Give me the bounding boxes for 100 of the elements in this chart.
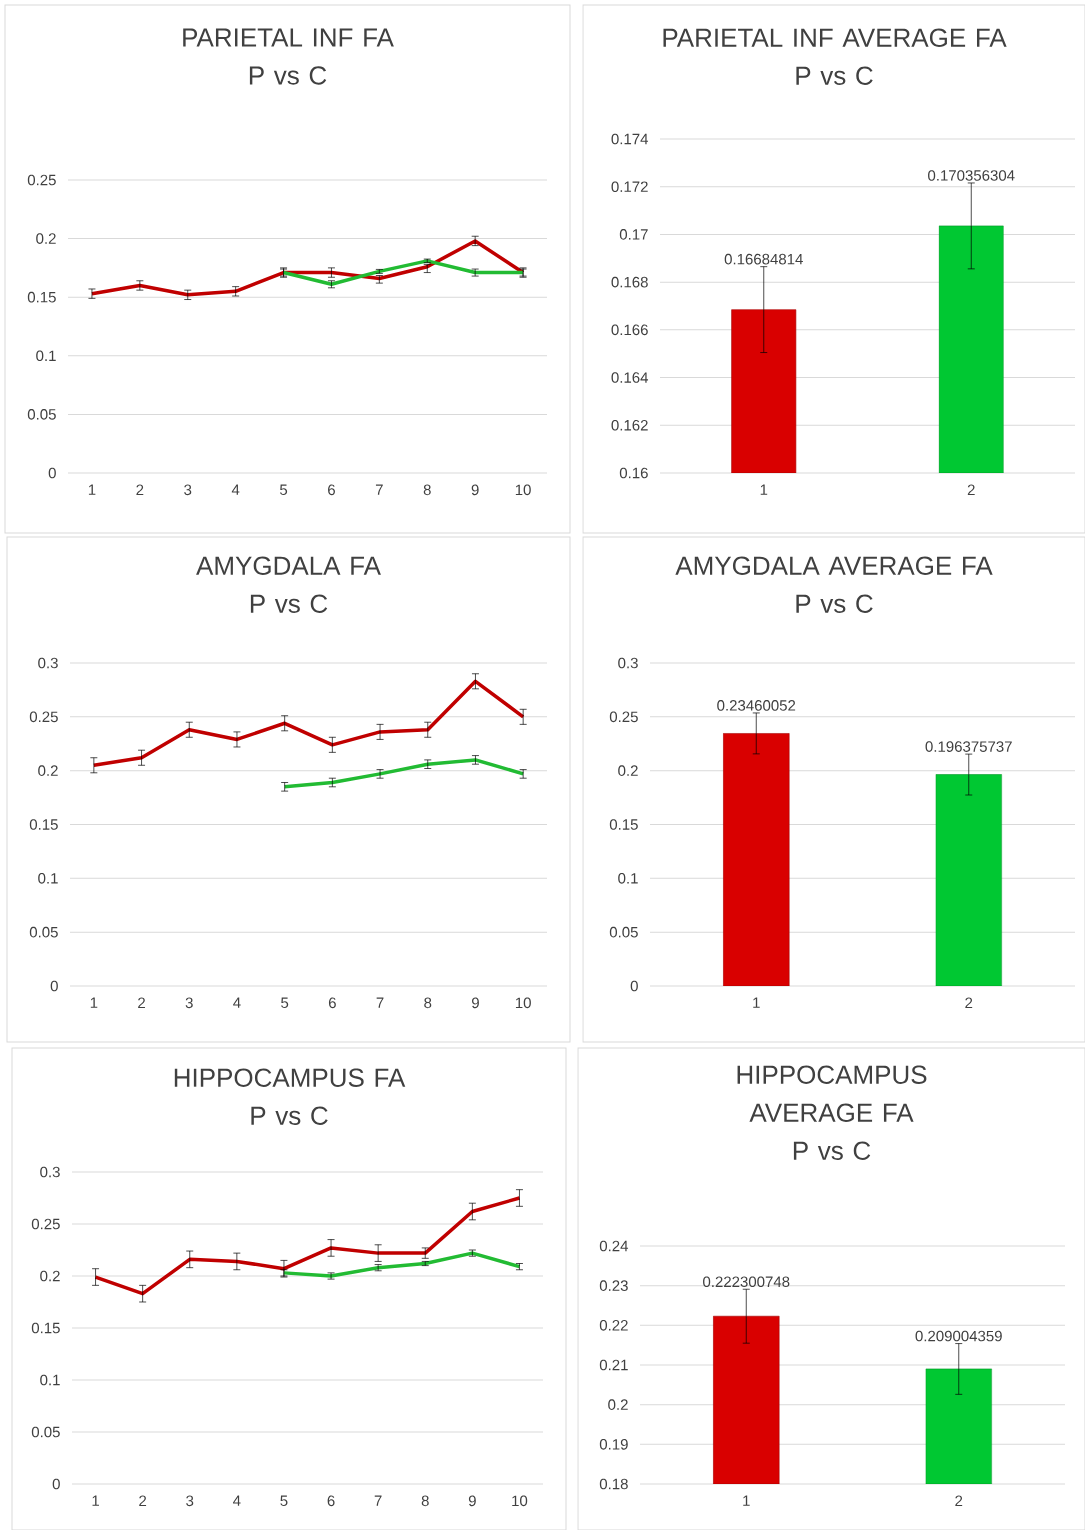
x-tick-label: 7 — [375, 484, 383, 495]
chart-title: PARIETAL INF FA — [183, 28, 394, 47]
chart-title: PARIETAL INF AVERAGE FA — [663, 28, 1007, 47]
y-tick-label: 0.05 — [609, 926, 638, 938]
x-tick-label: 7 — [374, 1495, 382, 1506]
line-series — [282, 1251, 522, 1278]
x-tick-label: 6 — [328, 997, 336, 1009]
x-tick-label: 1 — [90, 997, 98, 1008]
x-tick-label: 4 — [231, 484, 240, 495]
chart-subtitle: P vs C — [796, 594, 873, 613]
x-tick-label: 6 — [328, 484, 335, 496]
y-tick-label: 0.3 — [618, 657, 638, 669]
y-tick-label: 0.3 — [40, 1166, 60, 1178]
y-tick-label: 0 — [52, 1478, 60, 1490]
line-series — [93, 1196, 522, 1296]
chart-subtitle: P vs C — [250, 594, 328, 613]
y-tick-label: 0.16 — [619, 467, 648, 479]
data-label: 0.196375737 — [925, 741, 1012, 752]
x-tick-label: 1 — [760, 484, 768, 495]
y-tick-label: 0.174 — [611, 133, 649, 145]
y-tick-label: 0.21 — [599, 1359, 628, 1371]
x-tick-label: 8 — [424, 997, 432, 1009]
y-tick-label: 0.162 — [611, 419, 648, 431]
x-tick-label: 9 — [471, 997, 479, 1009]
y-tick-label: 0.05 — [27, 409, 56, 420]
y-tick-label: 0.15 — [31, 1322, 60, 1334]
line-series — [282, 758, 525, 789]
data-label: 0.170356304 — [928, 170, 1015, 181]
y-tick-label: 0.25 — [27, 174, 56, 186]
y-tick-label: 0.22 — [599, 1320, 628, 1331]
line-series — [92, 679, 525, 768]
data-label: 0.222300748 — [703, 1276, 790, 1288]
y-tick-label: 0.2 — [36, 233, 56, 244]
x-tick-label: 1 — [88, 484, 96, 495]
y-tick-label: 0.25 — [609, 711, 638, 723]
chart-subtitle: P vs C — [796, 66, 873, 85]
chart-subtitle: P vs C — [251, 1106, 328, 1125]
y-tick-label: 0.164 — [611, 372, 649, 383]
y-tick-label: 0.172 — [611, 181, 648, 192]
x-tick-label: 8 — [421, 1495, 429, 1507]
y-tick-label: 0.168 — [611, 276, 648, 288]
y-tick-label: 0.05 — [29, 926, 58, 938]
y-tick-label: 0.3 — [38, 657, 58, 669]
y-tick-label: 0.1 — [618, 873, 638, 884]
data-label: 0.16684814 — [724, 253, 803, 265]
y-tick-label: 0.2 — [608, 1399, 628, 1410]
data-label: 0.23460052 — [717, 700, 796, 711]
y-tick-label: 0.15 — [609, 819, 638, 830]
y-tick-label: 0.19 — [599, 1439, 628, 1450]
x-tick-label: 9 — [468, 1495, 476, 1507]
x-tick-label: 2 — [967, 484, 975, 495]
y-tick-label: 0.1 — [40, 1374, 60, 1386]
y-tick-label: 0.25 — [31, 1218, 60, 1230]
x-tick-label: 1 — [753, 997, 760, 1008]
y-tick-label: 0.166 — [611, 324, 648, 336]
x-tick-label: 10 — [515, 997, 531, 1009]
y-tick-label: 0 — [48, 467, 56, 479]
y-tick-label: 0.05 — [31, 1426, 60, 1438]
chart-subtitle: P vs C — [793, 1141, 871, 1160]
data-label: 0.209004359 — [915, 1330, 1002, 1342]
y-tick-label: 0.1 — [38, 873, 58, 884]
x-tick-label: 3 — [184, 484, 192, 496]
x-tick-label: 8 — [423, 484, 431, 496]
y-tick-label: 0.15 — [29, 819, 58, 830]
y-tick-label: 0.18 — [599, 1478, 628, 1490]
x-tick-label: 10 — [515, 484, 531, 496]
x-tick-label: 1 — [92, 1495, 99, 1506]
chart-subtitle: P vs C — [249, 66, 327, 85]
y-tick-label: 0.24 — [599, 1240, 629, 1252]
x-tick-label: 4 — [233, 1495, 241, 1506]
x-tick-label: 2 — [955, 1495, 963, 1506]
y-tick-label: 0.2 — [618, 765, 638, 776]
x-tick-label: 5 — [280, 1495, 288, 1506]
x-tick-label: 2 — [136, 484, 144, 495]
x-tick-label: 4 — [233, 997, 241, 1008]
y-tick-label: 0.17 — [619, 229, 648, 240]
x-tick-label: 5 — [279, 484, 288, 495]
line-series — [90, 239, 525, 297]
x-tick-label: 3 — [185, 997, 193, 1009]
y-tick-label: 0.2 — [38, 765, 58, 776]
x-tick-label: 10 — [512, 1495, 528, 1507]
x-tick-label: 7 — [376, 997, 384, 1008]
x-tick-label: 2 — [138, 997, 145, 1008]
x-tick-label: 6 — [327, 1495, 335, 1507]
x-tick-label: 2 — [965, 997, 973, 1008]
y-tick-label: 0 — [630, 980, 638, 992]
chart-title: HIPPOCAMPUS AVERAGE FA — [737, 1065, 927, 1122]
x-tick-label: 2 — [139, 1495, 147, 1506]
y-tick-label: 0.15 — [27, 291, 56, 303]
y-tick-label: 0.25 — [29, 711, 58, 723]
chart-title: HIPPOCAMPUS FA — [174, 1068, 406, 1087]
x-tick-label: 3 — [186, 1495, 194, 1507]
chart-title: AMYGDALA FA — [196, 556, 381, 575]
y-tick-label: 0.23 — [599, 1280, 628, 1291]
x-tick-label: 9 — [471, 484, 479, 496]
x-tick-label: 1 — [743, 1495, 750, 1506]
chart-title: AMYGDALA AVERAGE FA — [675, 556, 993, 575]
y-tick-label: 0 — [50, 980, 58, 992]
y-tick-label: 0.2 — [40, 1270, 60, 1282]
line-series — [281, 259, 525, 287]
